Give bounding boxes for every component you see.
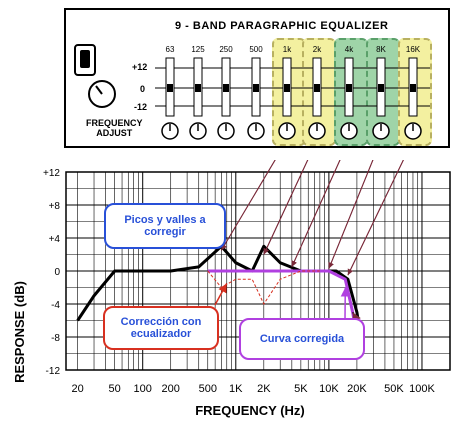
x-tick-label: 100 [134, 383, 152, 395]
knob-indicator-icon [95, 85, 103, 95]
callout-correction: Corrección con ecualizador [103, 306, 219, 350]
x-tick-label: 200 [162, 383, 180, 395]
slider-handle-8[interactable] [410, 84, 416, 92]
callout-corrected: Curva corregida [239, 318, 365, 360]
scale-minus12: -12 [134, 102, 148, 112]
y-tick-label: -8 [51, 333, 60, 344]
correction-arrow [214, 283, 228, 306]
eq-arrow-up-3 [328, 160, 374, 269]
slider-handle-7[interactable] [378, 84, 384, 92]
frequency-adjust-label: FREQUENCY ADJUST [86, 118, 143, 138]
callout-peaks-text: Picos y valles a corregir [124, 214, 206, 238]
frequency-adjust-knob[interactable] [88, 80, 116, 108]
scale-plus12: +12 [132, 62, 148, 72]
slider-handle-2[interactable] [223, 84, 229, 92]
eq-arrow-up-1 [263, 160, 309, 255]
slider-handle-5[interactable] [314, 84, 320, 92]
eq-arrow-up-4 [347, 160, 404, 276]
y-tick-label: -12 [46, 366, 61, 377]
response-chart: +12 +8 +4 0 -4 -8 -12 20 50 100 200 500 1K 2K 5K 10K 20K… [12, 160, 451, 418]
callout-correction-text: Corrección con ecualizador [120, 316, 202, 340]
x-tick-label: 20K [347, 383, 367, 395]
slider-handle-6[interactable] [346, 84, 352, 92]
band-label-1k: 1k [282, 45, 292, 54]
eq-arrow-up-2 [291, 160, 341, 268]
x-tick-label: 100K [409, 383, 435, 395]
band-label-16k: 16K [405, 45, 421, 54]
band-label-500: 500 [249, 45, 263, 54]
equalizer-sliders [155, 57, 430, 140]
band-label-4k: 4k [344, 45, 354, 54]
x-tick-label: 5K [294, 383, 308, 395]
y-axis-label: RESPONSE (dB) [12, 281, 27, 383]
eq-arrow-up-0 [220, 160, 276, 251]
slider-handle-4[interactable] [284, 84, 290, 92]
slider-handle-3[interactable] [253, 84, 259, 92]
callout-peaks: Picos y valles a corregir [104, 203, 226, 249]
slider-handle-1[interactable] [195, 84, 201, 92]
y-tick-label: -4 [51, 300, 60, 311]
y-tick-label: +4 [49, 234, 61, 245]
band-label-2k: 2k [312, 45, 322, 54]
x-tick-label: 50 [109, 383, 121, 395]
equalizer-title: 9 - BAND PARAGRAPHIC EQUALIZER [175, 20, 389, 32]
band-label-125: 125 [191, 45, 205, 54]
y-tick-label: +8 [49, 201, 61, 212]
x-axis-label: FREQUENCY (Hz) [195, 403, 305, 418]
x-tick-label: 2K [257, 383, 271, 395]
band-label-250: 250 [219, 45, 233, 54]
x-tick-label: 10K [319, 383, 339, 395]
x-tick-label: 20 [72, 383, 84, 395]
band-label-63: 63 [165, 45, 175, 54]
x-tick-label: 1K [229, 383, 243, 395]
slider-handle-0[interactable] [167, 84, 173, 92]
band-label-8k: 8K [376, 45, 386, 54]
scale-zero: 0 [140, 84, 146, 94]
power-switch-lever [80, 50, 90, 68]
y-tick-label: +12 [43, 168, 60, 179]
x-tick-label: 50K [384, 383, 404, 395]
callout-corrected-text: Curva corregida [259, 333, 345, 345]
y-tick-label: 0 [54, 267, 60, 278]
x-tick-label: 500 [199, 383, 217, 395]
